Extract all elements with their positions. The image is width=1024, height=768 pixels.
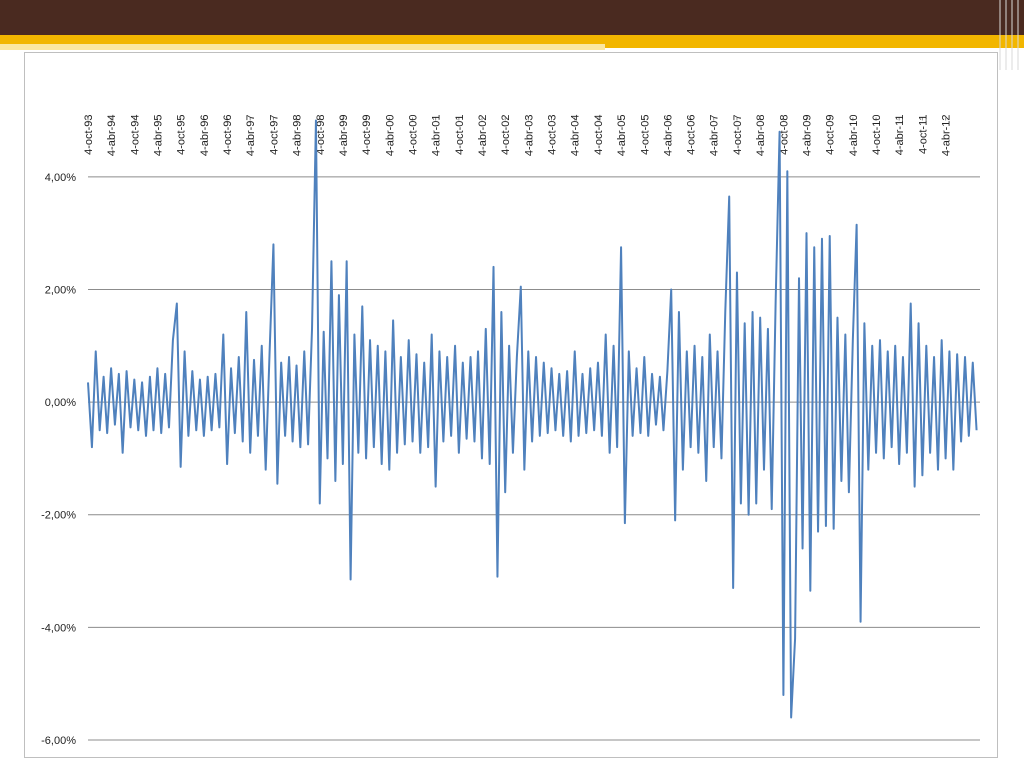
x-tick-label: 4-abr-04: [570, 115, 582, 157]
x-tick-label: 4-abr-01: [431, 115, 443, 157]
x-tick-label: 4-abr-06: [662, 115, 674, 157]
x-tick-label: 4-oct-97: [268, 115, 280, 155]
x-tick-label: 4-oct-99: [361, 115, 373, 155]
x-tick-label: 4-abr-12: [941, 115, 953, 157]
x-tick-label: 4-oct-11: [917, 115, 929, 155]
x-tick-label: 4-abr-07: [709, 115, 721, 157]
x-tick-label: 4-oct-04: [593, 115, 605, 155]
x-tick-label: 4-abr-96: [199, 115, 211, 157]
x-tick-label: 4-oct-93: [83, 115, 95, 155]
x-tick-label: 4-abr-03: [523, 115, 535, 157]
y-tick-label: 0,00%: [45, 397, 76, 409]
x-tick-label: 4-oct-06: [686, 115, 698, 155]
x-tick-label: 4-abr-10: [848, 115, 860, 157]
x-tick-label: 4-abr-02: [477, 115, 489, 157]
y-tick-label: 4,00%: [45, 172, 76, 184]
accent-stripe: [0, 44, 605, 50]
x-tick-label: 4-oct-05: [639, 115, 651, 155]
x-tick-label: 4-abr-98: [292, 115, 304, 157]
x-tick-label: 4-abr-00: [384, 115, 396, 157]
y-tick-label: 2,00%: [45, 284, 76, 296]
y-tick-label: -6,00%: [41, 735, 76, 747]
x-tick-label: 4-oct-09: [825, 115, 837, 155]
x-tick-label: 4-oct-96: [222, 115, 234, 155]
x-tick-label: 4-abr-08: [755, 115, 767, 157]
x-tick-label: 4-abr-95: [152, 115, 164, 157]
y-tick-label: -2,00%: [41, 510, 76, 522]
x-tick-label: 4-abr-09: [801, 115, 813, 157]
x-tick-label: 4-oct-07: [732, 115, 744, 155]
x-tick-label: 4-oct-94: [129, 115, 141, 155]
x-tick-label: 4-oct-98: [315, 115, 327, 155]
x-tick-label: 4-oct-08: [778, 115, 790, 155]
x-tick-label: 4-abr-97: [245, 115, 257, 157]
x-tick-label: 4-oct-02: [500, 115, 512, 155]
header-bar: [0, 0, 1024, 35]
x-tick-label: 4-oct-01: [454, 115, 466, 155]
x-tick-label: 4-oct-00: [408, 115, 420, 155]
series-line: [87, 119, 978, 719]
x-tick-label: 4-oct-03: [547, 115, 559, 155]
x-tick-label: 4-oct-10: [871, 115, 883, 155]
x-tick-label: 4-abr-99: [338, 115, 350, 157]
decor-lines: [999, 0, 1019, 70]
y-tick-label: -4,00%: [41, 622, 76, 634]
x-tick-label: 4-abr-94: [106, 115, 118, 157]
x-tick-label: 4-abr-11: [894, 115, 906, 156]
x-tick-label: 4-oct-95: [176, 115, 188, 155]
plot: -6,00% -4,00% -2,00% 0,00% 2,00% 4,00% 4-oct-9…: [41, 115, 980, 747]
x-tick-label: 4-abr-05: [616, 115, 628, 157]
